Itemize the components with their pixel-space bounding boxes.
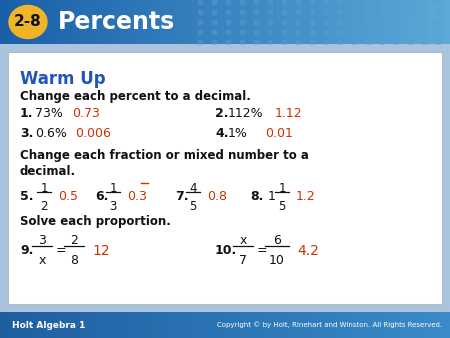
Text: decimal.: decimal. bbox=[20, 165, 76, 178]
Text: 73%: 73% bbox=[35, 107, 63, 120]
Text: 2: 2 bbox=[40, 200, 48, 213]
Text: 0.6%: 0.6% bbox=[35, 127, 67, 140]
Text: 5: 5 bbox=[189, 200, 197, 213]
Text: 1: 1 bbox=[278, 182, 286, 195]
Text: 2: 2 bbox=[70, 234, 78, 247]
Ellipse shape bbox=[9, 5, 47, 39]
Text: 5: 5 bbox=[278, 200, 286, 213]
Text: 1.2: 1.2 bbox=[296, 190, 316, 203]
Text: 3: 3 bbox=[38, 234, 46, 247]
Text: 0.8: 0.8 bbox=[207, 190, 227, 203]
Text: =: = bbox=[56, 244, 67, 257]
Text: x: x bbox=[239, 234, 247, 247]
Text: 7: 7 bbox=[239, 254, 247, 267]
Text: Warm Up: Warm Up bbox=[20, 70, 106, 88]
Text: 0.006: 0.006 bbox=[75, 127, 111, 140]
Text: =: = bbox=[257, 244, 268, 257]
Text: Percents: Percents bbox=[58, 10, 175, 34]
Text: 3.: 3. bbox=[20, 127, 33, 140]
Text: 2.: 2. bbox=[215, 107, 229, 120]
Text: 9.: 9. bbox=[20, 244, 33, 257]
Text: 1%: 1% bbox=[228, 127, 248, 140]
Text: 4: 4 bbox=[189, 182, 197, 195]
Text: 2-8: 2-8 bbox=[14, 15, 42, 29]
Text: 12: 12 bbox=[92, 244, 110, 258]
Text: 7.: 7. bbox=[175, 190, 189, 203]
Text: 8.: 8. bbox=[250, 190, 263, 203]
Text: 6: 6 bbox=[273, 234, 281, 247]
Text: 0.73: 0.73 bbox=[72, 107, 100, 120]
Text: Change each fraction or mixed number to a: Change each fraction or mixed number to … bbox=[20, 149, 309, 162]
Text: Change each percent to a decimal.: Change each percent to a decimal. bbox=[20, 90, 251, 103]
Text: Holt Algebra 1: Holt Algebra 1 bbox=[12, 320, 86, 330]
Text: 10.: 10. bbox=[215, 244, 237, 257]
Text: 4.: 4. bbox=[215, 127, 229, 140]
Text: 0.01: 0.01 bbox=[265, 127, 293, 140]
Text: 0.3: 0.3 bbox=[127, 190, 147, 203]
Text: 112%: 112% bbox=[228, 107, 264, 120]
Text: 10: 10 bbox=[269, 254, 285, 267]
Text: 1: 1 bbox=[268, 190, 276, 203]
Text: 0.5: 0.5 bbox=[58, 190, 78, 203]
Text: 1.: 1. bbox=[20, 107, 33, 120]
Text: 1.12: 1.12 bbox=[275, 107, 302, 120]
Text: 1: 1 bbox=[109, 182, 117, 195]
Text: 6.: 6. bbox=[95, 190, 108, 203]
Text: 1: 1 bbox=[40, 182, 48, 195]
Text: x: x bbox=[38, 254, 46, 267]
Text: 3: 3 bbox=[109, 200, 117, 213]
Text: Solve each proportion.: Solve each proportion. bbox=[20, 215, 171, 228]
Text: 4.2: 4.2 bbox=[297, 244, 319, 258]
Text: 5.: 5. bbox=[20, 190, 33, 203]
Text: 8: 8 bbox=[70, 254, 78, 267]
Text: Copyright © by Holt, Rinehart and Winston. All Rights Reserved.: Copyright © by Holt, Rinehart and Winsto… bbox=[217, 322, 442, 328]
